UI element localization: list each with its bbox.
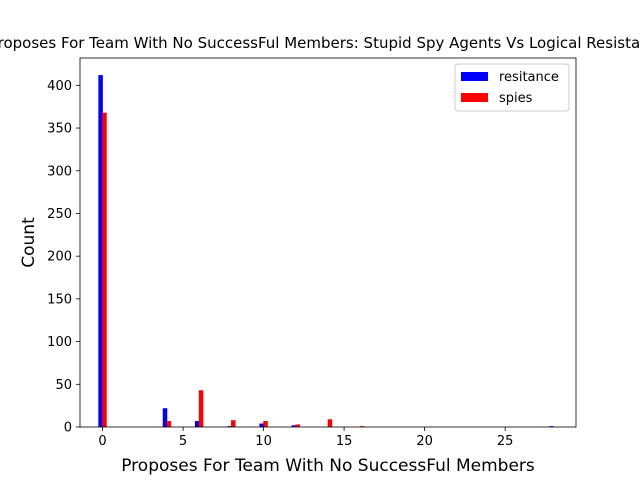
x-tick-label-0: 0 bbox=[98, 434, 106, 449]
bar-spies-4 bbox=[166, 421, 172, 427]
bar-resitance-10 bbox=[259, 423, 264, 427]
y-tick-label-250: 250 bbox=[47, 207, 72, 222]
bar-resitance-4 bbox=[162, 408, 168, 427]
x-tick-label-25: 25 bbox=[497, 434, 514, 449]
bar-spies-12 bbox=[295, 424, 300, 427]
y-tick-label-200: 200 bbox=[47, 250, 72, 265]
bar-resitance-6 bbox=[194, 421, 200, 427]
plot-frame bbox=[79, 57, 577, 428]
bar-resitance-0 bbox=[98, 75, 103, 427]
x-axis: 0 5 10 15 20 25 bbox=[98, 427, 513, 449]
y-tick-label-300: 300 bbox=[47, 164, 72, 179]
y-tick-label-150: 150 bbox=[47, 292, 72, 307]
bar-resitance-28 bbox=[549, 426, 554, 427]
bar-spies-0 bbox=[102, 112, 107, 428]
legend-swatch-spies bbox=[461, 93, 488, 102]
x-axis-label: Proposes For Team With No SuccessFul Mem… bbox=[121, 456, 535, 476]
bar-spies-8 bbox=[231, 420, 236, 427]
y-axis: 0 50 100 150 200 250 300 350 400 bbox=[47, 79, 80, 436]
y-tick-label-400: 400 bbox=[47, 79, 72, 94]
y-tick-label-100: 100 bbox=[47, 335, 72, 350]
y-axis-label: Count bbox=[19, 217, 39, 268]
x-tick-label-10: 10 bbox=[255, 434, 272, 449]
bar-spies-14 bbox=[327, 419, 333, 427]
bar-resitance-8 bbox=[227, 426, 232, 427]
bar-resitance-12 bbox=[291, 425, 297, 427]
legend: resitance spies bbox=[454, 63, 570, 112]
x-tick-label-15: 15 bbox=[336, 434, 353, 449]
bar-spies-6 bbox=[198, 390, 204, 427]
x-tick-label-5: 5 bbox=[179, 434, 187, 449]
y-tick-label-50: 50 bbox=[55, 378, 72, 393]
bars-layer bbox=[98, 75, 554, 428]
x-tick-label-20: 20 bbox=[416, 434, 433, 449]
legend-swatch-resitance bbox=[461, 72, 488, 81]
chart-title: Proposes For Team With No SuccessFul Mem… bbox=[0, 34, 640, 52]
bar-spies-16 bbox=[359, 426, 365, 427]
bar-spies-10 bbox=[263, 421, 268, 427]
y-tick-label-350: 350 bbox=[47, 122, 72, 137]
y-tick-label-0: 0 bbox=[64, 421, 72, 436]
legend-label-resitance: resitance bbox=[499, 70, 559, 85]
legend-label-spies: spies bbox=[499, 91, 533, 106]
